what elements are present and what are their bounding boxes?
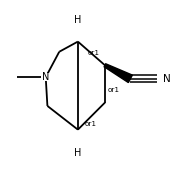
Text: or1: or1 (108, 87, 120, 93)
Text: or1: or1 (85, 121, 97, 127)
Text: N: N (42, 72, 49, 82)
Text: H: H (74, 15, 82, 25)
FancyBboxPatch shape (41, 73, 50, 81)
Polygon shape (104, 64, 132, 83)
FancyBboxPatch shape (74, 150, 82, 157)
Text: N: N (163, 74, 171, 84)
FancyBboxPatch shape (74, 16, 82, 23)
Text: or1: or1 (88, 50, 100, 56)
Text: H: H (74, 148, 82, 158)
